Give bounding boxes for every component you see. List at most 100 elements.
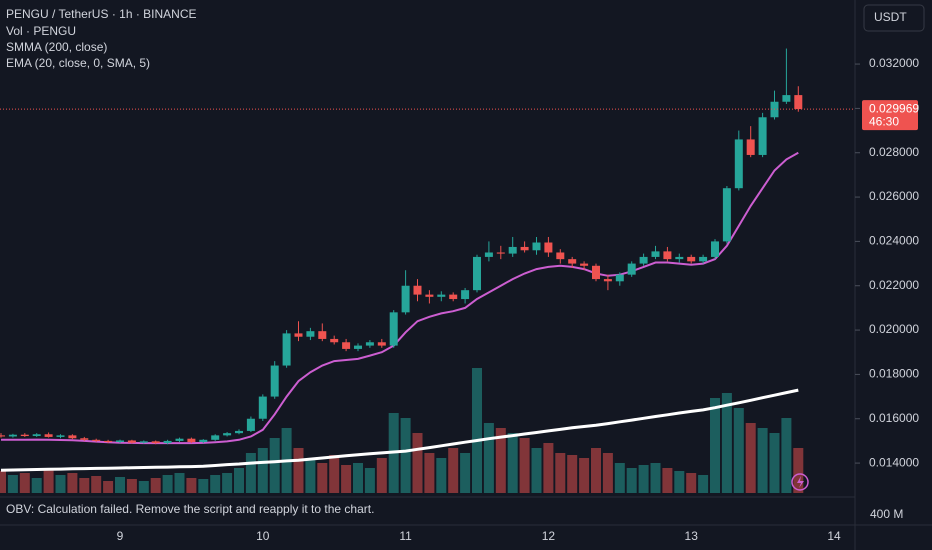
candle-body [294, 333, 303, 337]
volume-bar [31, 478, 42, 493]
candle-body [80, 438, 89, 440]
volume-bar [626, 468, 637, 493]
volume-bar [245, 453, 256, 493]
volume-bar [757, 428, 768, 493]
candle-body [354, 345, 362, 349]
candle-body [8, 434, 17, 437]
volume-bar [186, 478, 197, 493]
candle-body [32, 434, 41, 437]
candle-body [20, 434, 29, 437]
volume-legend[interactable]: Vol · PENGU [6, 24, 76, 38]
volume-bar [614, 463, 625, 493]
symbol-title[interactable]: PENGU / TetherUS · 1h · BINANCE [6, 7, 197, 21]
candle-body [734, 139, 743, 189]
currency-button[interactable] [863, 4, 925, 32]
volume-bar [317, 463, 328, 493]
volume-bar [721, 393, 732, 493]
x-tick-label: 13 [685, 529, 699, 543]
volume-bar [769, 433, 780, 493]
alert-icon[interactable] [791, 473, 809, 491]
y-tick-label: 0.016000 [869, 411, 919, 425]
candle-body [520, 246, 529, 251]
candle-body [330, 338, 339, 343]
candle-body [175, 438, 184, 441]
y-tick-label: 0.028000 [869, 145, 919, 159]
candle-body [246, 418, 255, 431]
volume-bar [424, 453, 435, 493]
volume-bar [591, 448, 601, 493]
ema-legend[interactable]: EMA (20, close, 0, SMA, 5) [6, 56, 150, 70]
volume-bar [269, 438, 280, 493]
volume-bar [43, 468, 54, 493]
volume-bar [162, 475, 173, 493]
candle-body [127, 440, 136, 443]
candle-body [699, 256, 708, 262]
candle-body [473, 256, 481, 291]
candle-body [651, 251, 660, 257]
volume-bar [198, 479, 209, 493]
candle-body [377, 342, 386, 346]
volume-bar [19, 473, 30, 493]
last-price-badge [862, 100, 918, 131]
volume-bar [138, 481, 149, 493]
volume-bar [79, 478, 90, 493]
candle-body [425, 294, 434, 297]
candle-body [139, 441, 148, 443]
volume-bar [293, 448, 304, 493]
volume-bar [436, 458, 447, 493]
volume-bar [781, 418, 792, 493]
candle-body [318, 331, 327, 339]
candle-body [223, 433, 232, 436]
candle-body [116, 440, 124, 443]
candle-body [437, 294, 446, 297]
volume-bar [483, 423, 494, 493]
indicator-line [1, 151, 799, 445]
candle-body [556, 252, 565, 260]
candle-body [663, 251, 672, 260]
candle-body [365, 342, 374, 346]
x-tick-label: 14 [827, 529, 841, 543]
volume-bar [686, 473, 697, 493]
currency-label[interactable]: USDT [874, 10, 907, 24]
volume-bar [793, 448, 804, 493]
volume-bar [710, 398, 720, 493]
y-tick-label: 0.014000 [869, 455, 919, 469]
candle-body [258, 396, 267, 419]
candle-body [449, 294, 458, 300]
candle-body [746, 139, 755, 155]
smma-legend[interactable]: SMMA (200, close) [6, 40, 107, 54]
volume-bar [662, 468, 673, 493]
volume-bar [7, 475, 18, 493]
candle-body [758, 117, 767, 155]
volume-bar [567, 455, 578, 493]
volume-bar [448, 448, 459, 493]
volume-bar [674, 471, 685, 493]
candle-body [592, 265, 600, 280]
volume-bar [329, 455, 340, 493]
volume-bar [519, 438, 530, 493]
volume-bar [305, 458, 316, 493]
candle-body [580, 263, 589, 266]
volume-bar [698, 475, 709, 493]
candle-body [484, 252, 493, 257]
y-tick-label: 0.022000 [869, 278, 919, 292]
candle-body [104, 440, 113, 443]
candle-body [342, 342, 351, 349]
candle-body [675, 256, 684, 260]
candle-body [722, 188, 731, 242]
candle-body [187, 438, 196, 443]
volume-bar [733, 408, 744, 493]
volume-bar [150, 478, 161, 493]
plot [0, 48, 804, 493]
candle-body [68, 435, 77, 439]
candle-body [568, 259, 577, 264]
candle-body [0, 435, 5, 437]
countdown-label: 46:30 [869, 114, 899, 128]
candle-body [389, 312, 398, 346]
candle-body [56, 435, 65, 437]
volume-bar [257, 448, 268, 493]
candle-body [711, 241, 719, 257]
volume-bar [602, 453, 613, 493]
volume-bar [0, 471, 6, 493]
